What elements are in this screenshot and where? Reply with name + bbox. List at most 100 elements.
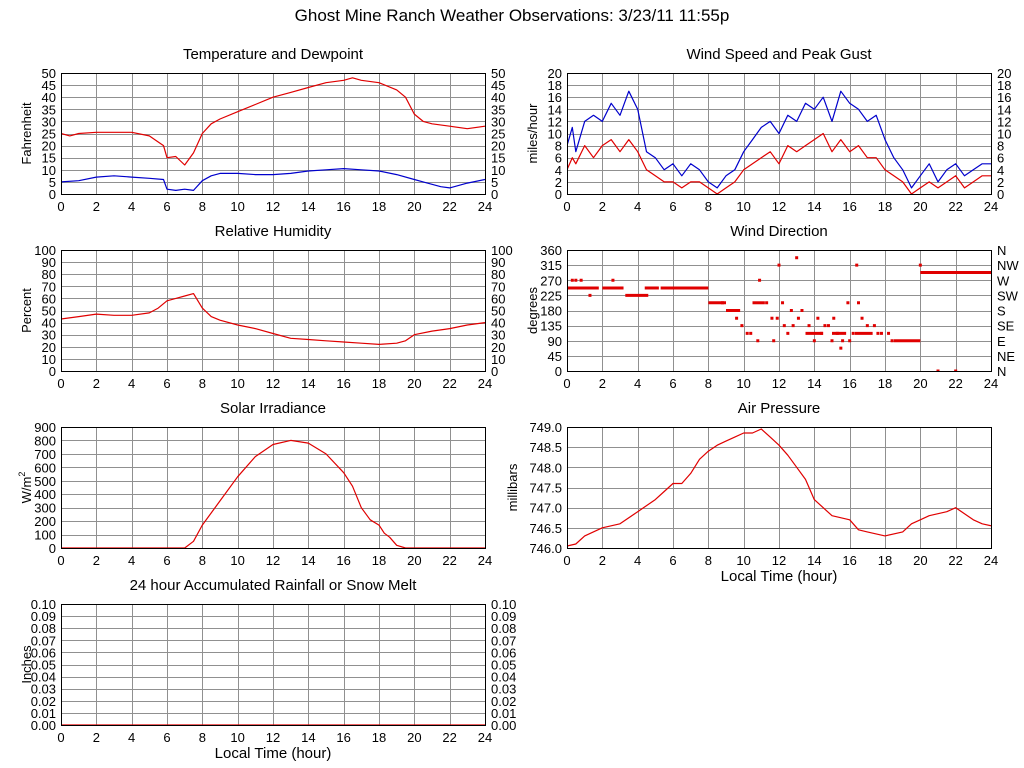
x-tick-label: 24 [478,730,492,745]
y-tick-label: 45 [42,78,56,93]
y-tick-label-right: 0.09 [491,609,516,624]
y-tick-label: 746.5 [529,521,562,536]
x-tick-label: 18 [878,376,892,391]
y-tick-label-right: 0.05 [491,658,516,673]
x-tick-label: 0 [57,730,64,745]
y-tick-label-right: 10 [491,352,505,367]
x-tick-label: 6 [163,376,170,391]
x-tick-label: 16 [842,199,856,214]
page-title: Ghost Mine Ranch Weather Observations: 3… [294,6,730,25]
y-tick-label-right: N [997,364,1006,379]
direction-point [936,369,940,372]
y-tick-label: 225 [540,288,562,303]
y-tick-label: 30 [42,114,56,129]
plot-frame [61,250,486,372]
y-tick-label-right: 0.02 [491,694,516,709]
y-tick-label: 0 [555,187,562,202]
y-axis-label-sup: 2 [17,472,27,477]
x-tick-label: 12 [266,730,280,745]
gridlines [567,427,991,548]
series-group [567,428,991,547]
x-tick-label: 10 [230,199,244,214]
x-tick-label: 8 [199,376,206,391]
y-tick-label: 45 [548,349,562,364]
y-tick-label: 100 [34,528,56,543]
y-tick-label-right: 50 [491,304,505,319]
direction-point [865,324,869,328]
y-tick-label: 400 [34,487,56,502]
x-tick-label: 20 [407,199,421,214]
y-tick-label-right: SW [997,288,1019,303]
x-tick-label: 24 [478,199,492,214]
y-tick-label-right: 18 [997,78,1011,93]
y-tick-label: 40 [42,90,56,105]
x-tick-label: 10 [230,376,244,391]
direction-point [729,309,733,312]
y-tick-label: 10 [42,163,56,178]
y-tick-label-right: 30 [491,328,505,343]
chart-title: Relative Humidity [215,223,332,240]
y-tick-label-right: SE [997,319,1015,334]
y-tick-label-right: 16 [997,90,1011,105]
x-tick-label: 10 [230,730,244,745]
direction-point [830,339,834,343]
plot-frame [61,427,486,549]
y-tick-label: 80 [42,267,56,282]
direction-point [839,346,843,350]
x-tick-label: 4 [128,376,135,391]
y-tick-label-right: 10 [491,163,505,178]
y-tick-label: 749.0 [529,420,562,435]
direction-point [800,309,804,312]
plot-frame [567,427,992,549]
y-tick-label: 25 [42,127,56,142]
direction-point [588,293,592,297]
x-tick-label: 18 [372,553,386,568]
chart-title: Temperature and Dewpoint [183,46,364,63]
x-tick-label: 4 [128,199,135,214]
x-tick-label: 12 [772,376,786,391]
series-group [61,439,485,549]
y-tick-label: 10 [42,352,56,367]
plot-frame [61,604,486,726]
y-tick-label-right: 14 [997,102,1011,117]
direction-point [770,316,774,320]
x-tick-label: 2 [599,199,606,214]
y-tick-label: 90 [548,334,562,349]
y-tick-label: 5 [49,175,56,190]
y-tick-label: 35 [42,102,56,117]
y-tick-label: 16 [548,90,562,105]
x-tick-label: 8 [199,730,206,745]
x-tick-label: 0 [57,376,64,391]
x-tick-label: 4 [634,553,641,568]
y-tick-label-right: 80 [491,267,505,282]
direction-point [611,278,615,282]
y-tick-label: 50 [42,304,56,319]
y-tick-label: 748.5 [529,440,562,455]
direction-point [846,301,850,305]
y-tick-label-right: 0.06 [491,645,516,660]
direction-point [781,301,785,305]
direction-point [775,316,779,320]
series-group [61,293,485,345]
y-tick-label-right: 70 [491,279,505,294]
x-tick-label: 6 [163,553,170,568]
x-tick-label: 8 [199,553,206,568]
x-tick-label: 12 [266,553,280,568]
y-tick-label-right: 60 [491,291,505,306]
x-tick-label: 2 [93,199,100,214]
y-tick-label-right: 100 [491,243,513,258]
x-tick-label: 22 [442,376,456,391]
x-tick-label: 6 [669,199,676,214]
x-tick-label: 24 [478,376,492,391]
y-tick-label-right: 25 [491,127,505,142]
direction-point [765,301,769,305]
direction-point [857,301,860,305]
y-tick-label-right: 35 [491,102,505,117]
y-tick-label-right: 0 [997,187,1004,202]
direction-point [890,339,894,343]
y-tick-label-right: 20 [491,340,505,355]
y-tick-label-right: 30 [491,114,505,129]
x-axis-label: Local Time (hour) [215,745,332,762]
